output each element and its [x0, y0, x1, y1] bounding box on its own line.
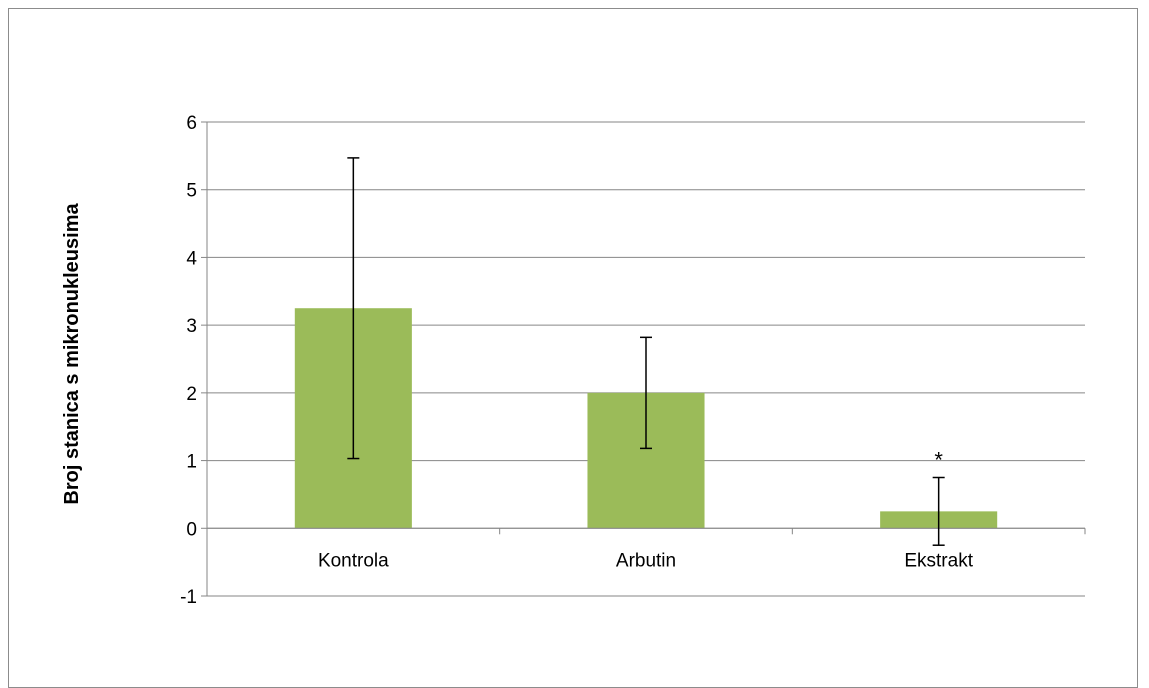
y-axis-label: Broj stanica s mikronukleusima — [61, 203, 83, 505]
annotations: * — [934, 448, 943, 473]
significance-annotation: * — [934, 448, 943, 473]
y-tick-label: 1 — [186, 452, 197, 473]
x-tick-label: Kontrola — [318, 550, 389, 571]
y-tick-label: 6 — [186, 113, 197, 134]
x-axis: Kontrola Arbutin Ekstrakt — [206, 527, 1086, 571]
y-tick-label: 3 — [186, 316, 197, 337]
x-tick-label: Arbutin — [616, 550, 676, 571]
x-tick-label: Ekstrakt — [904, 550, 973, 571]
error-bars — [347, 157, 945, 546]
y-tick-label: 2 — [186, 384, 197, 405]
y-tick-label: 5 — [186, 181, 197, 202]
y-tick-label: -1 — [180, 587, 197, 608]
y-tick-label: 4 — [186, 248, 197, 269]
y-tick-label: 0 — [186, 519, 197, 540]
y-axis-ticks: -1 0 1 2 3 4 5 6 — [180, 113, 208, 608]
